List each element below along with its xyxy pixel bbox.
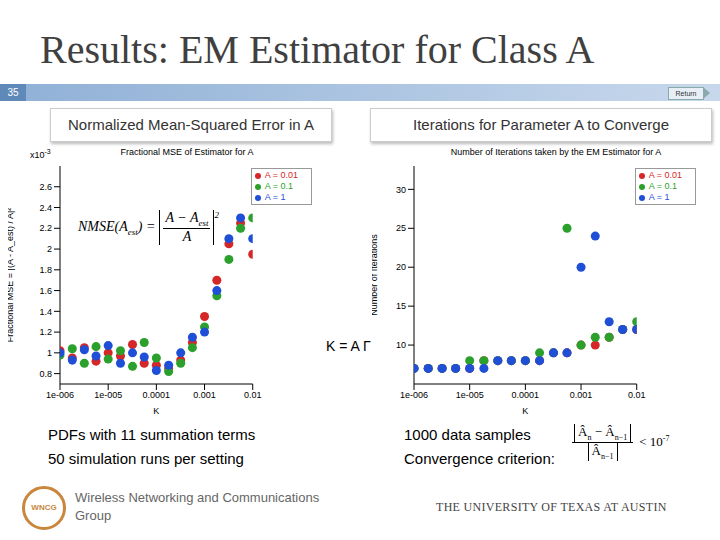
svg-text:20: 20: [396, 262, 406, 272]
html-text:x10-3: x10-3: [30, 148, 51, 160]
html-text:WNCG: WNCG: [31, 503, 57, 512]
svg-text:25: 25: [396, 223, 406, 233]
svg-text:1e-005: 1e-005: [456, 390, 484, 400]
html-text:Convergence criterion:: Convergence criterion:: [404, 450, 555, 467]
svg-text:1e-006: 1e-006: [46, 390, 74, 400]
html-text:Results: EM Estimator for Clas: Results: EM Estimator for Class A: [40, 27, 595, 72]
html-text:K = A Γ: K = A Γ: [326, 338, 371, 354]
svg-text:15: 15: [396, 301, 406, 311]
svg-text:0.001: 0.001: [570, 390, 593, 400]
svg-text:2.4: 2.4: [39, 203, 52, 213]
svg-text:1.8: 1.8: [39, 265, 52, 275]
html-text:A = 0.1: A = 0.1: [648, 181, 677, 191]
svg-text:K: K: [153, 406, 159, 414]
svg-text:0.01: 0.01: [628, 390, 646, 400]
html-text:A: A: [182, 228, 192, 244]
html-text:PDFs with 11 summation terms: PDFs with 11 summation terms: [48, 426, 256, 443]
svg-text:Fractional MSE = |(A - A_est): Fractional MSE = |(A - A_est) / A|²: [8, 208, 15, 342]
html-text:Wireless Networking and Commun: Wireless Networking and Communications G…: [75, 490, 320, 523]
html-text:Ân−1: Ân−1: [591, 443, 614, 461]
svg-text:Number of Iterations: Number of Iterations: [372, 234, 379, 316]
svg-text:1.6: 1.6: [39, 286, 52, 296]
html-text:A = 0.01: A = 0.01: [264, 170, 298, 180]
html-text:THE UNIVERSITY OF TEXAS AT AUS: THE UNIVERSITY OF TEXAS AT AUSTIN: [436, 500, 667, 514]
html-text:A = 0.1: A = 0.1: [264, 181, 293, 191]
svg-text:K: K: [522, 406, 528, 414]
html-text:35: 35: [7, 87, 19, 98]
svg-text:1: 1: [47, 348, 52, 358]
html-text:NMSE(Aest) =: NMSE(Aest) =: [78, 218, 156, 237]
svg-text:1e-005: 1e-005: [94, 390, 122, 400]
html-text:Iterations for Parameter A to: Iterations for Parameter A to Converge: [413, 116, 669, 133]
html-text:1000 data samples: 1000 data samples: [404, 426, 531, 443]
html-text:A − Aest: A − Aest: [165, 210, 209, 228]
svg-text:1.4: 1.4: [39, 307, 52, 317]
html-text:< 10-7: < 10-7: [639, 434, 670, 450]
svg-text:2: 2: [47, 244, 52, 254]
svg-text:0.0001: 0.0001: [143, 390, 171, 400]
html-text:2: 2: [214, 210, 219, 220]
html-text:A = 0.01: A = 0.01: [648, 170, 682, 180]
html-text:Normalized Mean-Squared Error: Normalized Mean-Squared Error in A: [68, 116, 314, 133]
html-text:A = 1: A = 1: [648, 192, 670, 202]
svg-text:2.6: 2.6: [39, 182, 52, 192]
html-text:A = 1: A = 1: [264, 192, 286, 202]
svg-text:30: 30: [396, 185, 406, 195]
svg-text:1.2: 1.2: [39, 327, 52, 337]
html-text:Return: Return: [675, 90, 697, 97]
svg-text:0.8: 0.8: [39, 369, 52, 379]
html-text:Number of Iterations taken by: Number of Iterations taken by the EM Est…: [450, 147, 662, 157]
svg-text:0.01: 0.01: [244, 390, 262, 400]
html-text:Fractional MSE of Estimator fo: Fractional MSE of Estimator for A: [120, 147, 254, 157]
svg-text:0.001: 0.001: [193, 390, 216, 400]
html-text:50 simulation runs per setting: 50 simulation runs per setting: [48, 450, 244, 467]
svg-text:0.0001: 0.0001: [512, 390, 540, 400]
html-text:Ân− Ân−1: Ân− Ân−1: [578, 424, 628, 442]
svg-text:1e-006: 1e-006: [400, 390, 428, 400]
svg-text:2.2: 2.2: [39, 223, 52, 233]
svg-text:10: 10: [396, 340, 406, 350]
